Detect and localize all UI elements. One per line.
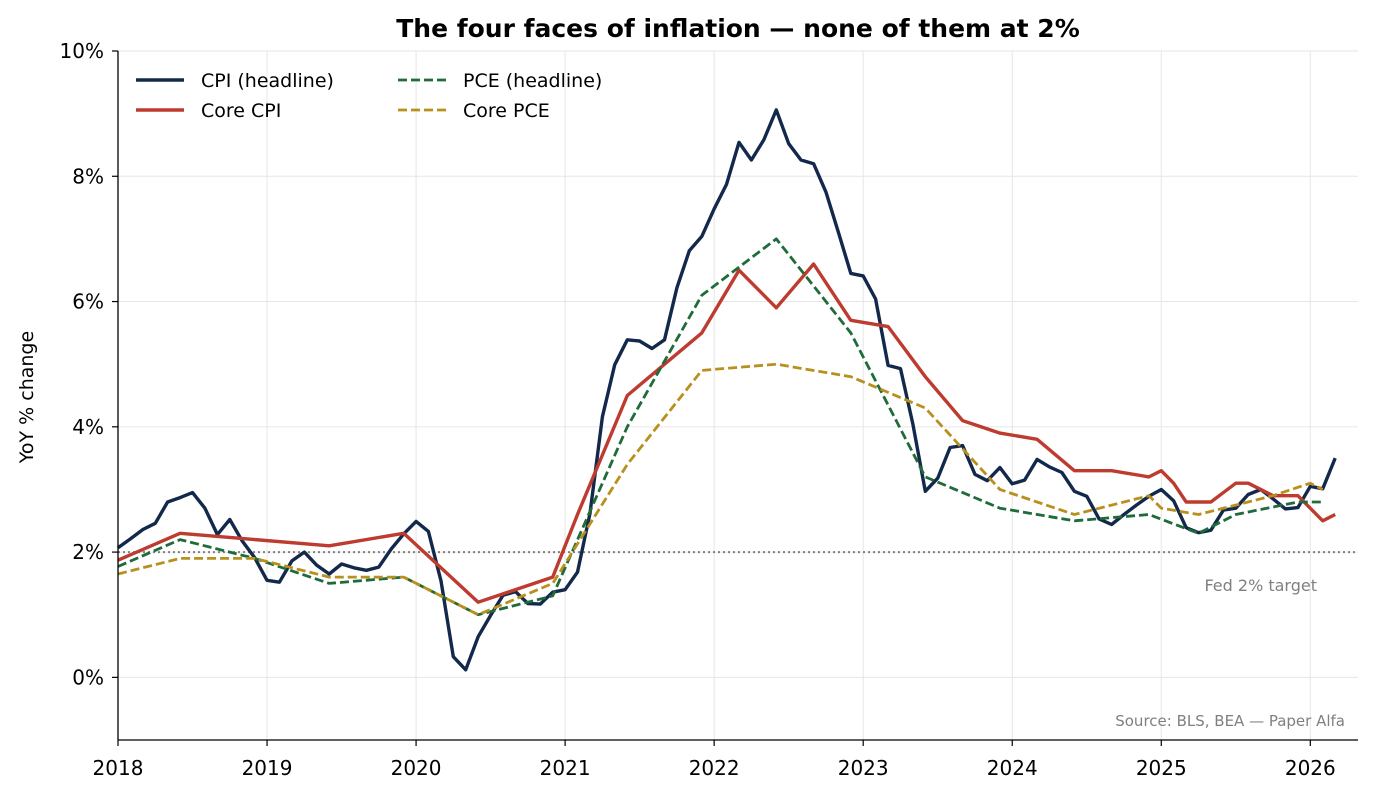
x-tick-label: 2023 [838,756,889,780]
legend-label: PCE (headline) [463,70,602,92]
y-tick-label: 0% [72,665,104,689]
reference-line-label: Fed 2% target [1204,576,1317,595]
axes [112,50,1358,746]
x-tick-label: 2025 [1136,756,1187,780]
legend-label: Core PCE [463,100,550,122]
x-tick-label: 2020 [391,756,442,780]
y-tick-label: 8% [72,164,104,188]
source-note: Source: BLS, BEA — Paper Alfa [1115,712,1345,730]
series-line-1 [117,262,1336,604]
series-line-3 [117,362,1324,617]
legend-label: CPI (headline) [201,70,334,92]
legend-label: Core CPI [201,100,281,122]
y-tick-label: 4% [72,415,104,439]
y-tick-label: 10% [60,39,104,63]
x-tick-label: 2024 [987,756,1038,780]
legend: CPI (headline) Core CPI PCE (headline) Core… [136,70,602,122]
series-line-0 [117,108,1337,672]
series-line-2 [117,237,1323,617]
x-tick-label: 2022 [689,756,740,780]
x-tick-label: 2026 [1285,756,1336,780]
y-tick-label: 6% [72,290,104,314]
series-lines [117,108,1337,672]
y-tick-label: 2% [72,540,104,564]
chart-title: The four faces of inflation — none of th… [396,14,1080,43]
y-axis-label: YoY % change [16,331,38,464]
x-tick-label: 2021 [540,756,591,780]
x-tick-label: 2018 [93,756,144,780]
tick-labels: 2018 2019 2020 2021 2022 2023 2024 2025 2026 0% 2%… [60,39,1336,780]
x-tick-label: 2019 [242,756,293,780]
